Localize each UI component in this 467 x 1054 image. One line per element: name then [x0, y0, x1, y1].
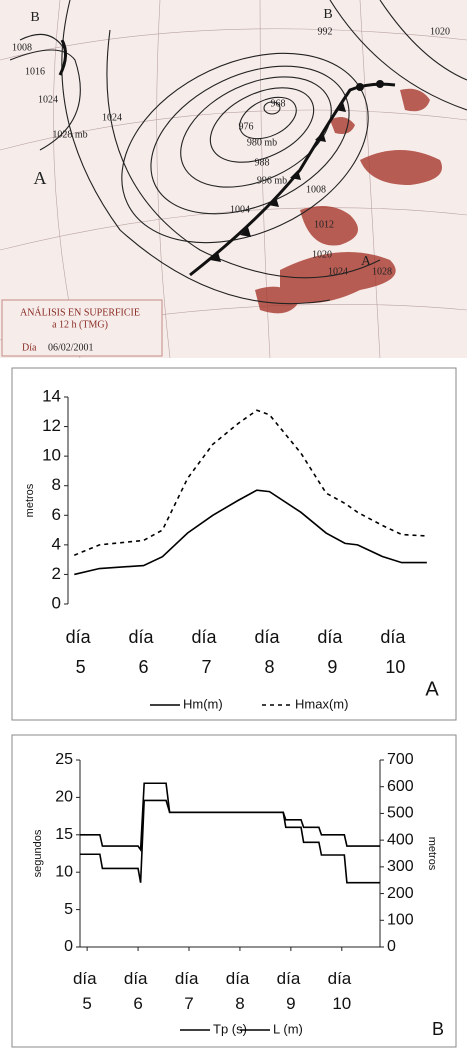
isobar-label: 1020: [430, 26, 450, 37]
isobar-label: 1012: [314, 219, 334, 230]
x-tick-label: día 9: [277, 969, 305, 1013]
x-tick-label: día 5: [66, 627, 96, 677]
series-line: [80, 783, 380, 850]
x-tick-label: día 8: [254, 627, 284, 677]
y-axis-title: segundos: [32, 829, 44, 877]
y-tick-label: 10: [42, 446, 61, 465]
series-line: [74, 410, 427, 555]
y-axis-title: metros: [24, 483, 36, 517]
isobar-label: 992: [318, 26, 333, 37]
y2-axis-title: metros: [426, 837, 438, 871]
figure: B1008101610241028 mb1024AB99210209689769…: [0, 0, 467, 1054]
map-title: ANÁLISIS EN SUPERFICIE: [20, 306, 140, 318]
weather-map: B 1008 1016 1024 1028 mb 1024 A B 992 1020 968 976 9…: [0, 0, 467, 358]
isobar-label: 1020: [312, 249, 332, 260]
y2-tick-label: 200: [387, 885, 414, 902]
x-tick-label: día 7: [191, 627, 221, 677]
isobar-label: 1004: [230, 204, 250, 215]
y-tick-label: 10: [55, 863, 73, 880]
y-tick-label: 2: [52, 564, 61, 583]
isobar-label: 980 mb: [247, 137, 277, 148]
legend-label: Hmax(m): [295, 696, 348, 711]
isobar-label: B: [30, 10, 39, 25]
x-tick-label: día 9: [317, 627, 347, 677]
x-tick-label: día 10: [380, 627, 410, 677]
isobar-label: 968: [271, 98, 286, 109]
y2-tick-label: 700: [387, 751, 414, 768]
legend-label: Tp (s): [213, 1021, 247, 1036]
isobar-label: 1008: [12, 42, 32, 53]
y2-tick-label: 100: [387, 912, 414, 929]
x-tick-label: día 5: [73, 969, 101, 1013]
map-date-label: Día: [22, 342, 37, 353]
legend-label: Hm(m): [183, 696, 223, 711]
isobar-label: 1028: [372, 266, 392, 277]
y-tick-label: 12: [42, 416, 61, 435]
series-line: [74, 490, 427, 574]
y-tick-label: 25: [55, 751, 73, 768]
map-date: 06/02/2001: [48, 342, 94, 353]
isobar-label: 1024: [328, 266, 348, 277]
y-tick-label: 0: [64, 938, 73, 955]
y-tick-label: 14: [42, 386, 61, 405]
isobar-label: 1008: [306, 184, 326, 195]
isobar-label: A: [34, 168, 47, 188]
y2-tick-label: 300: [387, 858, 414, 875]
isobar-label: 1016: [25, 66, 45, 77]
panel-label: B: [432, 1019, 444, 1039]
x-tick-label: día 6: [124, 969, 152, 1013]
x-tick-label: día 7: [175, 969, 203, 1013]
y-tick-label: 15: [55, 826, 73, 843]
x-tick-label: día 10: [328, 969, 356, 1013]
isobar-label: 988: [255, 157, 270, 168]
map-subtitle: a 12 h (TMG): [52, 319, 108, 330]
x-tick-label: día 8: [226, 969, 254, 1013]
isobar-label: 996 mb: [257, 175, 287, 186]
y-tick-label: 5: [64, 901, 73, 918]
y2-tick-label: 400: [387, 831, 414, 848]
x-tick-label: día 6: [129, 627, 159, 677]
y-tick-label: 0: [52, 593, 61, 612]
y2-tick-label: 500: [387, 805, 414, 822]
isobar-label: 1024: [38, 94, 58, 105]
isobar-label: 1024: [102, 112, 122, 123]
y-tick-label: 6: [52, 505, 61, 524]
y2-tick-label: 0: [387, 938, 396, 955]
panel-label: A: [425, 678, 439, 700]
y-tick-label: 20: [55, 789, 73, 806]
y-tick-label: 8: [52, 475, 61, 494]
legend-label: L (m): [273, 1021, 303, 1036]
isobar-label: 976: [239, 121, 254, 132]
isobar-label: B: [323, 7, 332, 22]
y2-tick-label: 600: [387, 778, 414, 795]
isobar-label: 1028 mb: [52, 129, 87, 140]
isobar-label: A: [361, 254, 372, 269]
y-tick-label: 4: [52, 534, 61, 553]
